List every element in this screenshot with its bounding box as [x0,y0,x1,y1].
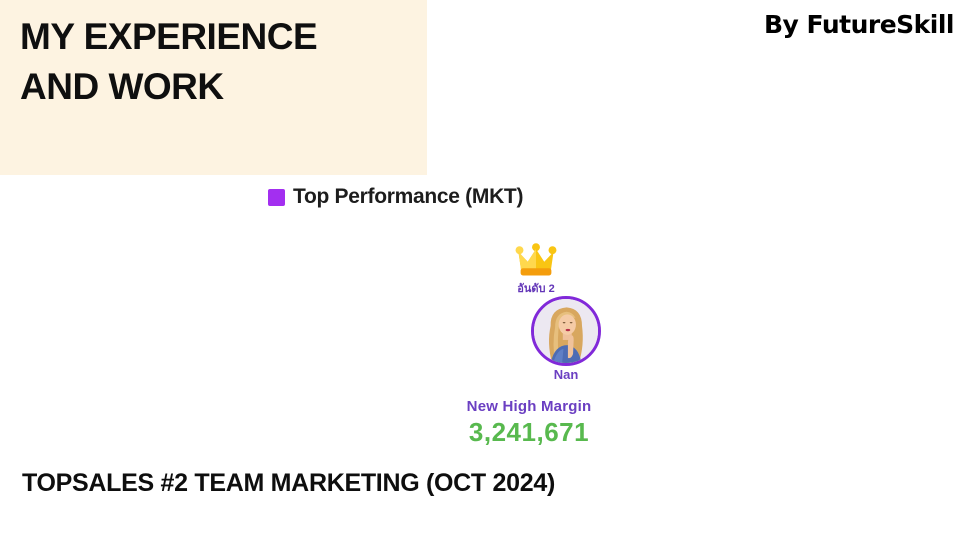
purple-square-icon [268,188,285,206]
metric-label: New High Margin [466,398,592,415]
page-title-line2: AND WORK [20,66,224,107]
person-name: Nan [553,367,579,382]
brand-logo: By FutureSkill [763,10,955,39]
title-background-block [0,0,427,175]
performance-heading: Top Performance (MKT) [268,185,523,209]
avatar [531,296,601,366]
metric-block: New High Margin 3,241,671 [429,398,629,448]
page-title: MY EXPERIENCE AND WORK [20,12,318,112]
page-title-line1: MY EXPERIENCE [20,16,318,57]
slide-caption: TOPSALES #2 TEAM MARKETING (OCT 2024) [22,469,555,497]
metric-value: 3,241,671 [468,417,590,447]
rank-label: อันดับ 2 [517,283,555,295]
crown-icon [514,243,558,276]
person-photo-placeholder [534,299,598,363]
rank-block: อันดับ 2 [496,243,576,297]
performance-heading-label: Top Performance (MKT) [293,185,524,208]
